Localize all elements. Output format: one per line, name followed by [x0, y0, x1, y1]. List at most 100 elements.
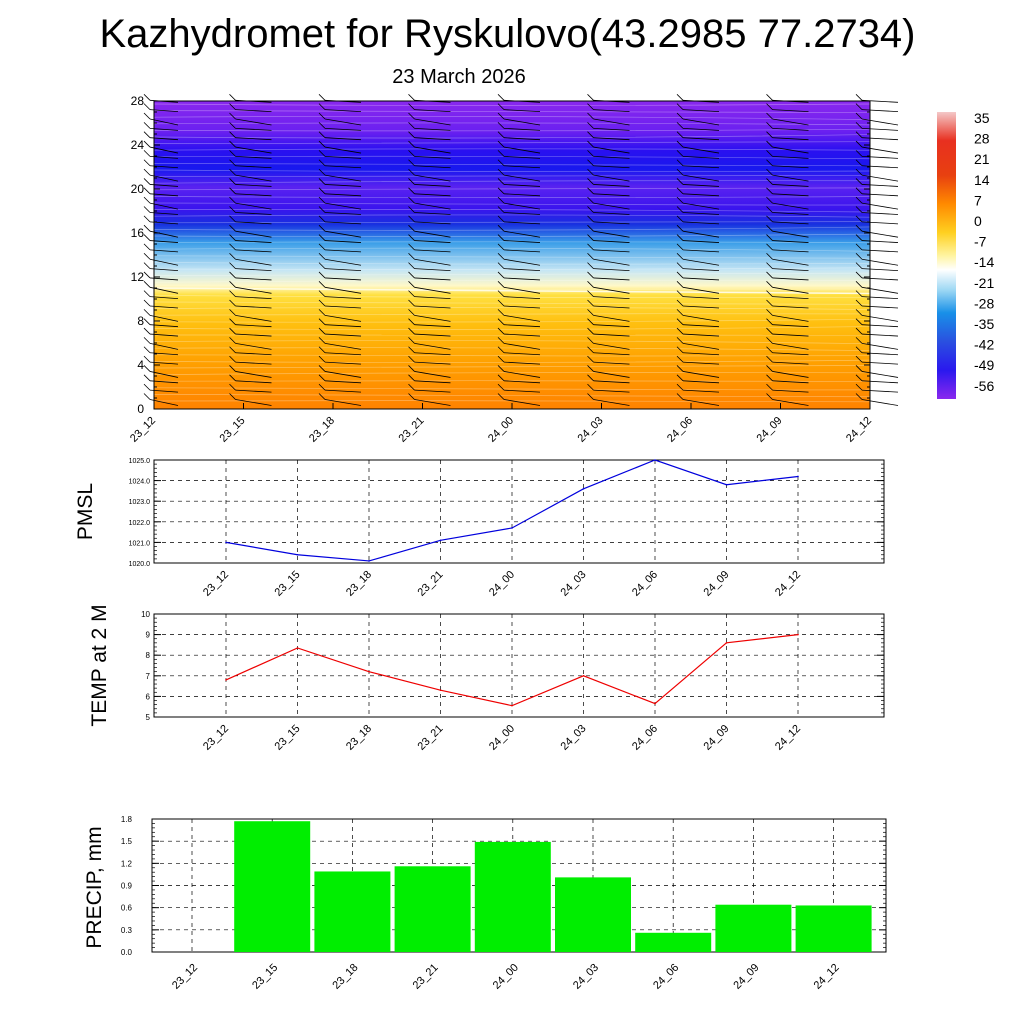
x-tick-label: 24_00	[487, 569, 517, 599]
wind-barb-flag	[766, 206, 773, 213]
wind-barb	[503, 268, 541, 271]
data-point	[439, 539, 442, 542]
data-point	[368, 670, 370, 673]
y-tick-label: 24	[131, 138, 145, 152]
wind-barb-flag	[408, 243, 415, 251]
wind-barb-flag	[408, 337, 415, 344]
wind-barb-flag	[587, 178, 594, 185]
x-tick-label: 24_09	[755, 415, 785, 445]
wind-barb	[235, 361, 272, 365]
wind-barb	[149, 184, 179, 187]
wind-barb-flag	[855, 383, 863, 391]
wind-barb-flag	[587, 159, 594, 167]
wind-barb-flag	[766, 196, 773, 204]
x-tick-label: 23_12	[201, 569, 231, 599]
wind-barb-flag	[408, 215, 415, 223]
wind-barb	[503, 296, 541, 300]
wind-barb-flag	[766, 243, 773, 251]
data-point	[368, 560, 370, 562]
wind-barb-flag	[587, 168, 594, 176]
wind-barb-flag	[318, 355, 326, 363]
wind-barb-flag	[766, 224, 773, 232]
wind-barb-flag	[676, 140, 684, 148]
precip-bar	[715, 904, 792, 952]
wind-barb	[324, 165, 362, 169]
wind-barb	[593, 127, 630, 131]
wind-barb	[235, 314, 272, 322]
wind-barb	[324, 399, 362, 406]
wind-barb-flag	[229, 243, 236, 251]
wind-barb	[772, 333, 809, 337]
x-tick-label: 23_21	[416, 723, 446, 753]
wind-barb-flag	[676, 94, 684, 101]
wind-barb	[149, 296, 179, 300]
wind-barb-flag	[766, 374, 773, 382]
y-tick-label: 6	[146, 692, 151, 701]
wind-barb-flag	[143, 374, 151, 382]
wind-barb-flag	[766, 346, 773, 354]
wind-barb-flag	[497, 234, 505, 241]
contour-line	[153, 233, 871, 238]
wind-barb-flag	[497, 393, 505, 400]
wind-barb	[503, 249, 541, 253]
wind-barb-flag	[408, 122, 415, 129]
wind-barb	[593, 277, 630, 281]
y-tick-label: 8	[137, 314, 144, 328]
wind-barb	[149, 277, 179, 281]
wind-barb	[772, 361, 809, 365]
wind-barb-flag	[676, 318, 684, 325]
wind-barb	[682, 127, 720, 131]
wind-barb	[149, 314, 179, 322]
wind-barb-flag	[229, 140, 236, 148]
wind-barb	[861, 184, 899, 187]
wind-barb-flag	[676, 131, 684, 138]
wind-barb	[772, 249, 809, 253]
colorbar-label: 35	[974, 110, 990, 126]
wind-barb	[593, 324, 630, 328]
wind-barb-flag	[318, 196, 326, 204]
wind-barb-flag	[587, 196, 594, 204]
wind-barb	[772, 174, 809, 182]
wind-barb-flag	[408, 365, 415, 372]
wind-barb-flag	[587, 346, 594, 354]
wind-barb	[149, 193, 179, 197]
wind-barb	[593, 380, 630, 384]
wind-barb	[324, 286, 362, 294]
y-tick-label: 10	[141, 610, 150, 619]
wind-barb	[503, 127, 541, 131]
wind-barb-flag	[676, 224, 684, 232]
wind-barb-flag	[676, 309, 684, 316]
wind-barb	[324, 184, 362, 187]
x-tick-label: 24_09	[702, 569, 732, 599]
x-tick-label: 24_06	[630, 569, 660, 599]
wind-barb-flag	[143, 290, 151, 297]
wind-barb	[324, 305, 362, 309]
wind-barb	[324, 240, 362, 243]
wind-barb-flag	[676, 355, 684, 363]
wind-barb	[503, 333, 541, 337]
wind-barb-flag	[766, 159, 773, 167]
wind-barb	[772, 296, 809, 300]
wind-barb-flag	[676, 112, 684, 120]
x-tick-label: 23_21	[397, 415, 427, 445]
wind-barb-flag	[318, 337, 326, 344]
wind-barb	[861, 174, 899, 182]
wind-barb-flag	[587, 150, 594, 157]
y-tick-label: 0	[137, 402, 144, 416]
wind-barb-flag	[229, 337, 236, 344]
wind-barb	[414, 314, 451, 322]
x-tick-label: 24_03	[559, 569, 589, 599]
precip-bar	[394, 866, 471, 952]
wind-barb-flag	[229, 187, 236, 195]
wind-barb	[593, 230, 630, 238]
wind-barb-flag	[587, 234, 594, 241]
wind-barb-flag	[143, 299, 151, 307]
wind-barb	[235, 389, 272, 393]
wind-barb	[149, 137, 179, 141]
contour-line	[153, 247, 871, 252]
wind-barb	[593, 296, 630, 300]
wind-barb	[682, 109, 720, 113]
wind-barb	[593, 249, 630, 253]
wind-barb	[682, 174, 720, 182]
wind-barb-flag	[318, 290, 326, 297]
